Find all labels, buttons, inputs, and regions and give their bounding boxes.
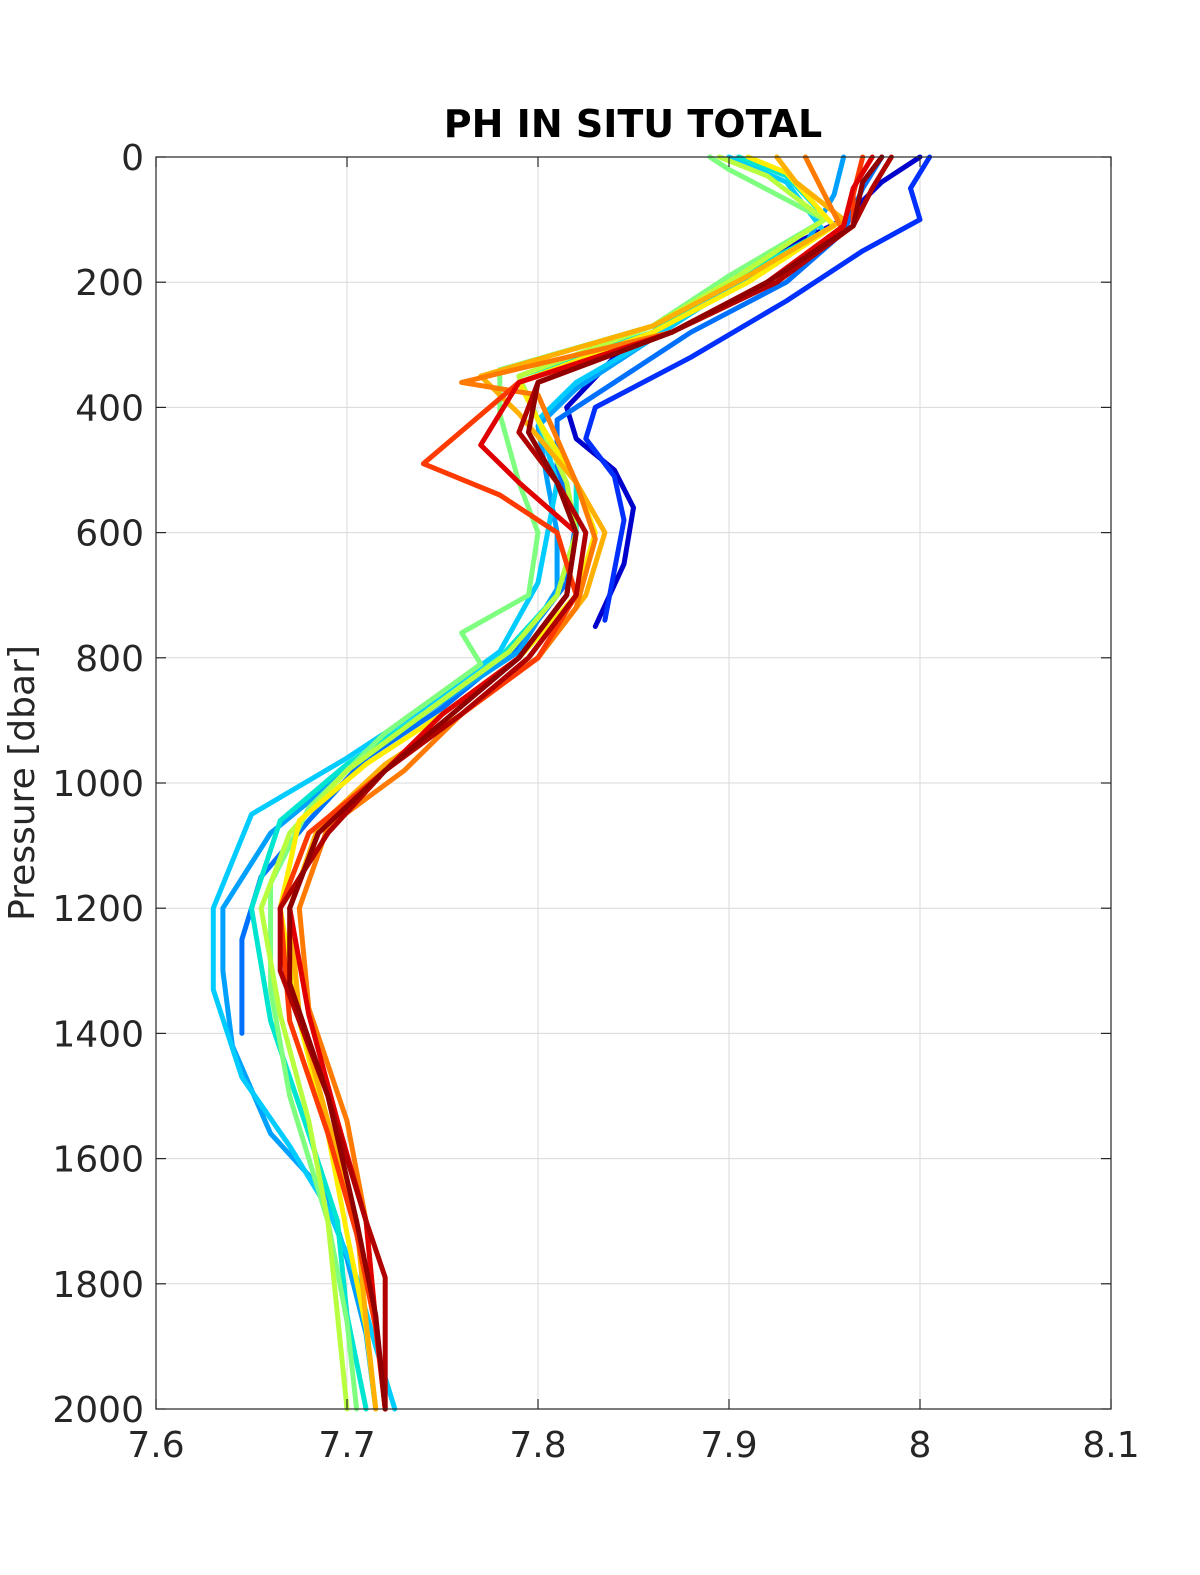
- x-tick-label: 7.6: [127, 1425, 184, 1466]
- x-tick-label: 8: [909, 1425, 932, 1466]
- y-tick-label: 0: [121, 138, 144, 179]
- y-tick-label: 1200: [52, 889, 144, 930]
- series-line-7: [268, 154, 827, 1412]
- y-tick-label: 400: [75, 388, 144, 429]
- series-line-2: [583, 154, 933, 623]
- y-axis-label: Pressure [dbar]: [2, 645, 43, 921]
- x-tick-label: 7.9: [700, 1425, 757, 1466]
- y-tick-label: 1600: [52, 1140, 144, 1181]
- series-line-15: [287, 154, 885, 1412]
- series-line-14: [277, 154, 894, 1412]
- y-tick-label: 1400: [52, 1014, 144, 1055]
- y-gridlines: [156, 156, 1111, 1410]
- y-tick-label: 1800: [52, 1265, 144, 1306]
- y-tick-label: 200: [75, 263, 144, 304]
- x-tick-label: 7.8: [509, 1425, 566, 1466]
- y-tick-label: 600: [75, 514, 144, 555]
- axis-ticks: [155, 156, 1112, 1410]
- x-tick-label: 7.7: [318, 1425, 375, 1466]
- series-line-8: [258, 154, 827, 1412]
- y-tick-labels: 0 200 400 600 800 1000 1200 1400 1600 1800 2000: [52, 138, 144, 1431]
- y-tick-label: 2000: [52, 1390, 144, 1431]
- y-tick-label: 1000: [52, 764, 144, 805]
- chart-title: PH IN SITU TOTAL: [444, 102, 822, 146]
- x-tick-label: 8.1: [1082, 1425, 1139, 1466]
- data-series: [210, 154, 933, 1412]
- x-tick-labels: 7.6 7.7 7.8 7.9 8 8.1: [127, 1425, 1139, 1466]
- y-tick-label: 800: [75, 639, 144, 680]
